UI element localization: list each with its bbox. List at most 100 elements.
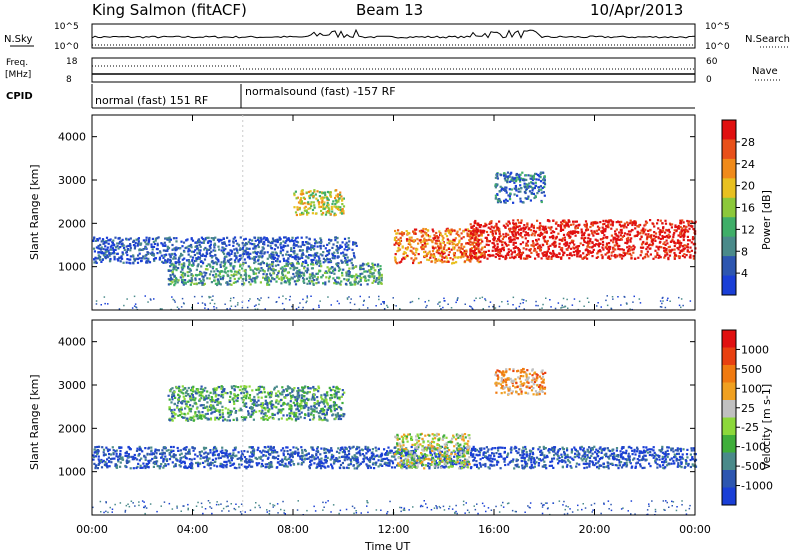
noise-cell — [282, 295, 284, 297]
range-cell — [229, 263, 231, 265]
power-cbar-swatch — [722, 256, 736, 276]
range-cell — [305, 262, 307, 264]
range-cell — [240, 276, 242, 278]
range-cell — [527, 196, 529, 198]
noise-cell — [425, 307, 427, 309]
range-cell — [490, 255, 492, 257]
range-cell — [338, 209, 340, 211]
range-cell — [548, 451, 550, 453]
noise-cell — [202, 302, 204, 304]
range-cell — [692, 228, 694, 230]
range-cell — [558, 246, 560, 248]
noise-cell — [579, 301, 581, 303]
range-cell — [689, 257, 691, 259]
range-cell — [341, 213, 343, 215]
range-cell — [667, 450, 669, 452]
range-cell — [137, 262, 139, 264]
range-cell — [209, 240, 211, 242]
noise-cell — [145, 295, 147, 297]
range-cell — [316, 252, 318, 254]
range-cell — [502, 241, 504, 243]
range-cell — [467, 256, 469, 258]
range-cell — [602, 241, 604, 243]
range-cell — [471, 227, 473, 229]
range-cell — [645, 233, 647, 235]
range-cell — [439, 260, 441, 262]
range-cell — [164, 245, 166, 247]
range-cell — [254, 259, 256, 261]
nsky-tick-bottom: 10^0 — [54, 42, 79, 52]
range-cell — [266, 237, 268, 239]
range-cell — [516, 173, 518, 175]
range-cell — [470, 257, 472, 259]
range-cell — [503, 175, 505, 177]
range-cell — [334, 269, 336, 271]
noise-cell — [690, 300, 692, 302]
range-cell — [292, 273, 294, 275]
range-cell — [533, 177, 535, 179]
range-cell — [281, 464, 283, 466]
range-cell — [320, 247, 322, 249]
range-cell — [527, 232, 529, 234]
range-cell — [378, 281, 380, 283]
range-cell — [532, 242, 534, 244]
range-cell — [543, 191, 545, 193]
range-cell — [316, 448, 318, 450]
range-cell — [297, 245, 299, 247]
range-cell — [257, 251, 259, 253]
noise-cell — [681, 298, 683, 300]
range-cell — [426, 234, 428, 236]
range-cell — [544, 175, 546, 177]
range-cell — [368, 275, 370, 277]
range-cell — [447, 238, 449, 240]
range-cell — [564, 239, 566, 241]
range-cell — [188, 254, 190, 256]
range-cell — [586, 454, 588, 456]
range-cell — [587, 240, 589, 242]
range-cell — [169, 279, 171, 281]
range-cell — [225, 245, 227, 247]
range-cell — [330, 213, 332, 215]
range-cell — [298, 258, 300, 260]
range-cell — [100, 261, 102, 263]
range-cell — [223, 265, 225, 267]
range-cell — [173, 265, 175, 267]
range-cell — [536, 227, 538, 229]
range-cell — [340, 280, 342, 282]
range-cell — [331, 454, 333, 456]
range-cell — [574, 230, 576, 232]
range-cell — [322, 212, 324, 214]
range-cell — [680, 222, 682, 224]
range-cell — [301, 263, 303, 265]
range-cell — [562, 237, 564, 239]
range-cell — [412, 262, 414, 264]
range-cell — [562, 220, 564, 222]
range-cell — [313, 284, 315, 286]
range-cell — [233, 248, 235, 250]
range-cell — [564, 226, 566, 228]
range-cell — [301, 253, 303, 255]
range-cell — [502, 447, 504, 449]
range-cell — [138, 237, 140, 239]
noise-cell — [678, 297, 680, 299]
range-cell — [494, 458, 496, 460]
range-cell — [94, 446, 96, 448]
range-cell — [691, 250, 693, 252]
nsearch-label: N.Search — [745, 34, 790, 45]
range-cell — [543, 237, 545, 239]
range-cell — [497, 249, 499, 251]
noise-cell — [135, 303, 137, 305]
range-cell — [270, 280, 272, 282]
range-cell — [590, 252, 592, 254]
range-cell — [394, 230, 396, 232]
noise-cell — [624, 296, 626, 298]
range-cell — [327, 266, 329, 268]
range-cell — [394, 256, 396, 258]
range-cell — [280, 252, 282, 254]
power-cbar-swatch — [722, 159, 736, 179]
range-cell — [111, 245, 113, 247]
range-cell — [368, 265, 370, 267]
range-cell — [410, 257, 412, 259]
range-cell — [620, 221, 622, 223]
range-cell — [523, 230, 525, 232]
